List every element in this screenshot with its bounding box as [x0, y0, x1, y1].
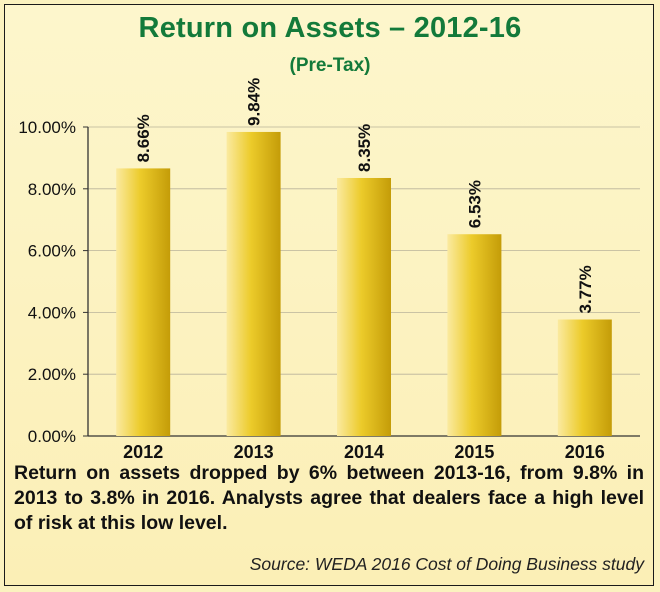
bar-2014: [337, 177, 391, 437]
bar-2013: [226, 131, 281, 436]
y-tick-label: 0.00%: [28, 427, 76, 446]
y-tick-label: 10.00%: [18, 118, 76, 137]
x-tick-label: 2013: [234, 442, 274, 462]
y-tick-label: 6.00%: [28, 242, 76, 261]
bar-2015: [447, 234, 502, 436]
data-label-2012: 8.66%: [134, 114, 153, 162]
x-tick-label: 2016: [565, 442, 605, 462]
chart-caption: Return on assets dropped by 6% between 2…: [14, 462, 644, 534]
x-tick-label: 2014: [344, 442, 384, 462]
data-label-2013: 9.84%: [245, 78, 264, 126]
chart-subtitle: (Pre-Tax): [289, 55, 371, 76]
x-tick-label: 2015: [454, 442, 494, 462]
data-label-2015: 6.53%: [465, 180, 484, 228]
bar-chart: 0.00% 2.00% 4.00% 6.00% 8.00% 10.00% 2012 8.66%…: [18, 78, 640, 462]
y-tick-label: 4.00%: [28, 303, 76, 322]
x-tick-label: 2012: [123, 442, 163, 462]
data-label-2014: 8.35%: [355, 124, 374, 172]
data-label-2016: 3.77%: [576, 265, 595, 313]
y-tick-label: 8.00%: [28, 180, 76, 199]
bar-2012: [116, 168, 171, 436]
chart-title: Return on Assets – 2012-16: [138, 12, 522, 44]
source-note: Source: WEDA 2016 Cost of Doing Business…: [249, 554, 644, 574]
bar-2016: [557, 319, 612, 436]
chart-frame: [4, 4, 654, 586]
y-tick-label: 2.00%: [28, 365, 76, 384]
